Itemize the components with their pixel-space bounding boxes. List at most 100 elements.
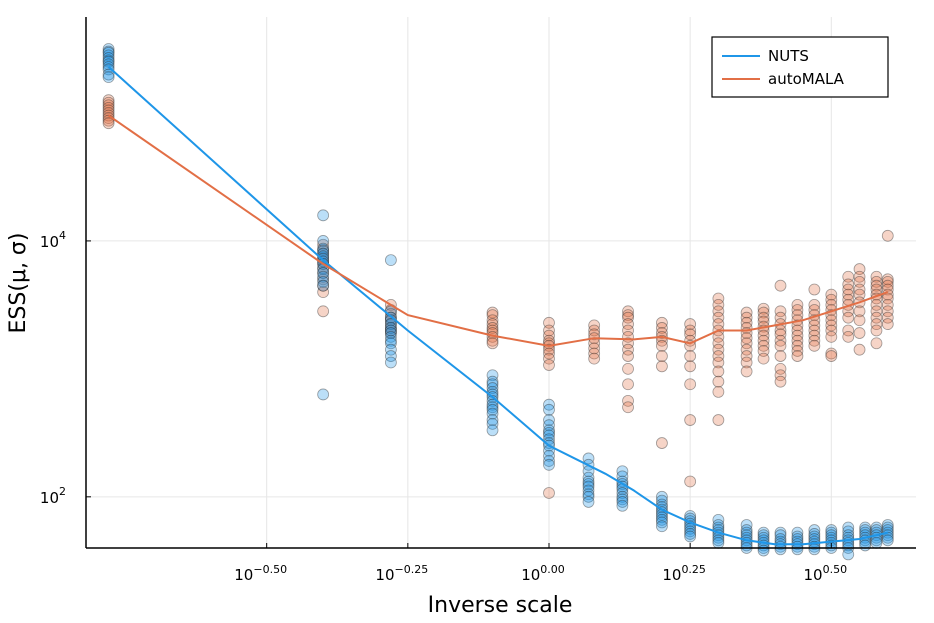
- point-automala: [808, 304, 821, 316]
- point-automala: [712, 292, 725, 305]
- point-nuts: [582, 490, 595, 503]
- point-automala: [684, 324, 697, 337]
- point-automala: [870, 298, 883, 311]
- point-automala: [881, 229, 894, 242]
- point-automala: [842, 288, 855, 301]
- point-automala: [543, 316, 555, 329]
- point-automala: [842, 270, 855, 283]
- point-nuts: [543, 398, 555, 411]
- point-automala: [853, 270, 866, 283]
- point-nuts: [740, 524, 753, 536]
- point-nuts: [757, 526, 770, 539]
- point-nuts: [870, 521, 883, 534]
- point-automala: [791, 345, 804, 357]
- point-nuts: [582, 488, 595, 501]
- point-nuts: [757, 544, 770, 557]
- point-automala: [842, 324, 855, 337]
- point-automala: [622, 337, 634, 350]
- point-automala: [740, 311, 753, 324]
- point-nuts: [102, 43, 115, 55]
- point-nuts: [582, 478, 595, 490]
- point-automala: [384, 307, 397, 320]
- point-automala: [622, 350, 634, 362]
- point-automala: [825, 293, 838, 306]
- point-automala: [684, 350, 697, 362]
- point-nuts: [317, 275, 330, 288]
- point-nuts: [486, 378, 499, 391]
- point-nuts: [317, 235, 330, 247]
- point-automala: [791, 324, 804, 337]
- point-nuts: [582, 471, 595, 484]
- point-automala: [808, 334, 821, 347]
- point-automala: [757, 311, 770, 324]
- point-automala: [486, 337, 499, 350]
- point-nuts: [774, 529, 787, 542]
- point-automala: [870, 283, 883, 296]
- point-automala: [712, 350, 725, 362]
- point-nuts: [774, 526, 787, 539]
- point-automala: [740, 365, 753, 378]
- point-automala: [870, 318, 883, 330]
- point-automala: [853, 263, 866, 275]
- point-nuts: [684, 530, 697, 543]
- point-automala: [684, 360, 697, 373]
- point-automala: [774, 334, 787, 347]
- point-automala: [543, 324, 555, 337]
- point-nuts: [616, 496, 629, 508]
- point-nuts: [859, 539, 872, 552]
- point-automala: [543, 347, 555, 360]
- point-automala: [870, 311, 883, 324]
- point-nuts: [859, 521, 872, 534]
- point-nuts: [102, 71, 115, 84]
- point-nuts: [616, 487, 629, 499]
- point-automala: [825, 347, 838, 360]
- point-nuts: [543, 424, 555, 437]
- y-axis-title: ESS(μ, σ): [6, 233, 31, 334]
- point-nuts: [102, 52, 115, 64]
- point-nuts: [486, 382, 499, 394]
- point-automala: [791, 334, 804, 347]
- point-automala: [384, 318, 397, 330]
- point-nuts: [486, 388, 499, 401]
- point-automala: [791, 298, 804, 311]
- point-nuts: [317, 245, 330, 258]
- point-nuts: [656, 511, 668, 524]
- point-nuts: [740, 526, 753, 539]
- point-automala: [853, 305, 866, 318]
- point-automala: [102, 117, 115, 130]
- point-automala: [825, 324, 838, 337]
- point-nuts: [859, 524, 872, 536]
- point-nuts: [486, 414, 499, 426]
- point-nuts: [712, 519, 725, 531]
- point-nuts: [543, 455, 555, 467]
- point-automala: [543, 359, 555, 371]
- point-automala: [842, 330, 855, 343]
- point-nuts: [384, 343, 397, 356]
- point-automala: [622, 309, 634, 322]
- point-nuts: [486, 369, 499, 382]
- point-nuts: [808, 543, 821, 556]
- point-automala: [656, 339, 668, 352]
- point-automala: [622, 318, 634, 330]
- point-automala: [825, 288, 838, 301]
- point-automala: [740, 306, 753, 319]
- point-automala: [791, 304, 804, 316]
- point-automala: [740, 332, 753, 345]
- point-automala: [808, 329, 821, 342]
- point-nuts: [757, 529, 770, 542]
- point-automala: [774, 339, 787, 352]
- point-nuts: [486, 417, 499, 430]
- point-nuts: [102, 68, 115, 81]
- point-automala: [317, 267, 330, 279]
- point-nuts: [543, 437, 555, 449]
- point-automala: [757, 352, 770, 365]
- point-automala: [774, 311, 787, 324]
- point-automala: [712, 305, 725, 318]
- point-nuts: [384, 322, 397, 334]
- point-nuts: [384, 324, 397, 337]
- point-automala: [757, 329, 770, 342]
- point-automala: [588, 328, 601, 341]
- point-automala: [842, 278, 855, 291]
- point-nuts: [712, 513, 725, 526]
- point-automala: [757, 345, 770, 357]
